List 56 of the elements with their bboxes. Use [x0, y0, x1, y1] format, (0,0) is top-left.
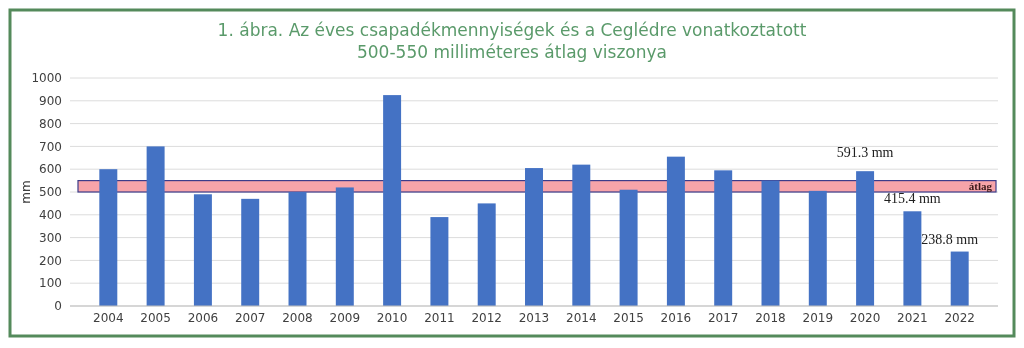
x-tick-label: 2013 — [518, 311, 550, 325]
x-tick-label: 2005 — [140, 311, 171, 325]
y-tick-label: 500 — [39, 185, 62, 200]
bar — [288, 192, 307, 306]
y-tick-label: 200 — [39, 253, 62, 268]
y-tick-label: 400 — [39, 208, 62, 222]
x-tick-label: 2017 — [707, 311, 739, 325]
bar — [666, 156, 685, 306]
x-tick-label: 2022 — [944, 311, 975, 325]
x-tick-label: 2014 — [566, 311, 597, 325]
y-tick-label: 1000 — [31, 71, 62, 86]
x-tick-label: 2008 — [282, 311, 313, 325]
chart-subtitle: 500-550 milliméteres átlag viszonya — [356, 42, 668, 62]
data-label: 415.4 mm — [884, 191, 941, 207]
bar — [714, 170, 733, 306]
bar — [241, 198, 260, 306]
x-tick-label: 2018 — [755, 311, 786, 325]
x-tick-label: 2016 — [660, 311, 692, 325]
x-tick-label: 2015 — [613, 311, 644, 325]
x-tick-label: 2004 — [93, 311, 124, 325]
bar — [99, 169, 118, 306]
bar — [903, 211, 922, 306]
x-tick-label: 2007 — [234, 311, 266, 325]
band-label: átlag — [968, 180, 993, 193]
bar — [430, 217, 449, 306]
bar — [761, 180, 780, 306]
x-tick-label: 2009 — [329, 311, 361, 325]
y-tick-label: 600 — [39, 162, 62, 177]
y-tick-label: 100 — [39, 276, 62, 291]
x-tick-label: 2021 — [897, 311, 928, 325]
x-tick-label: 2019 — [802, 311, 834, 325]
bar — [808, 190, 827, 306]
x-tick-label: 2020 — [849, 311, 881, 325]
y-tick-label: 800 — [39, 116, 62, 131]
y-tick-label: 700 — [39, 139, 62, 154]
x-tick-label: 2011 — [424, 311, 455, 325]
bar — [619, 189, 638, 306]
x-tick-label: 2010 — [376, 311, 408, 325]
x-tick-label: 2012 — [471, 311, 502, 325]
bar — [193, 194, 212, 306]
chart-title: 1. ábra. Az éves csapadékmennyiségek és a Ceglédre vonatkoztatott — [217, 20, 807, 40]
bar — [335, 187, 354, 306]
y-tick-label: 0 — [54, 299, 62, 314]
bar — [146, 146, 165, 306]
y-tick-label: 900 — [39, 94, 62, 108]
bar — [856, 171, 875, 306]
data-label: 591.3 mm — [836, 145, 894, 161]
bar — [572, 164, 591, 306]
bar — [477, 203, 496, 306]
bar — [525, 168, 543, 306]
data-label: 238.8 mm — [921, 231, 979, 247]
y-tick-label: 300 — [39, 230, 62, 245]
bar — [383, 95, 402, 306]
bar — [950, 251, 969, 306]
y-axis-title: mm — [19, 180, 33, 204]
x-tick-label: 2006 — [187, 311, 219, 325]
